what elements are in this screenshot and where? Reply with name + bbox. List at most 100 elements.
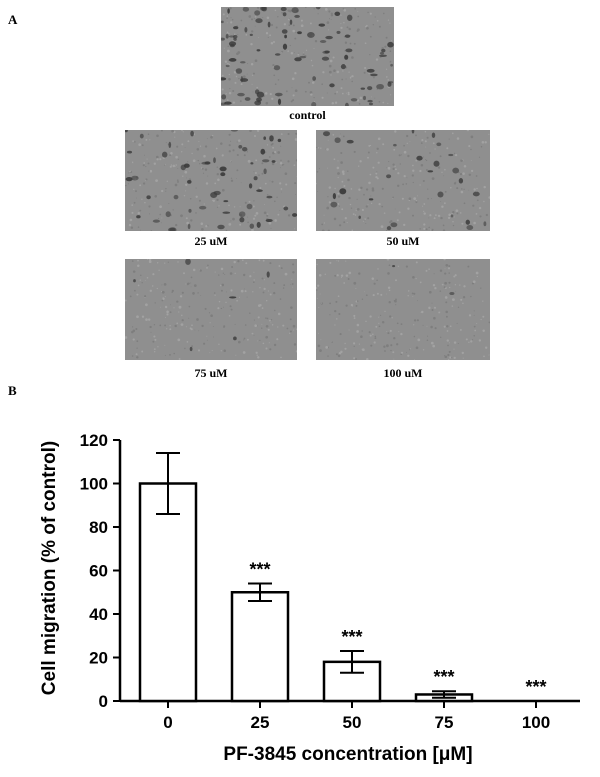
micrograph-label-75um: 75 uM: [194, 366, 228, 380]
migrated-cell: [265, 218, 273, 223]
migrated-cell: [232, 34, 238, 39]
migrated-cell: [336, 30, 341, 34]
migrated-cell: [393, 143, 397, 147]
migrated-cell: [283, 206, 289, 211]
migrated-cell: [230, 130, 238, 132]
migrated-cell: [292, 213, 297, 217]
migrated-cell: [452, 167, 460, 174]
migrated-cell: [213, 190, 221, 196]
migrated-cell: [223, 200, 229, 203]
migrated-cell: [222, 211, 231, 214]
migrated-cell: [458, 178, 464, 184]
migrated-cell: [256, 189, 263, 193]
chart-annotations: *** *** *** ***: [249, 560, 546, 697]
migrated-cell: [273, 65, 281, 71]
migrated-cell: [332, 193, 337, 200]
migrated-cell: [379, 54, 387, 58]
x-tick-label: 100: [522, 713, 550, 732]
migrated-cell: [187, 223, 191, 230]
bar: [138, 482, 198, 703]
significance-marker: ***: [433, 667, 454, 687]
migrated-cell: [436, 142, 442, 147]
migrated-cell: [345, 48, 353, 53]
migrated-cell: [437, 191, 444, 198]
migrated-cell: [266, 271, 270, 278]
x-axis-label: PF-3845 concentration [μM]: [223, 744, 472, 765]
migrated-cell: [221, 102, 227, 106]
migrated-cell: [329, 83, 335, 88]
micrograph-100um: [316, 259, 490, 360]
panel-a-letter: A: [8, 12, 18, 27]
migrated-cell: [260, 7, 267, 11]
migrated-cell: [387, 41, 394, 48]
micrograph-control-texture: [221, 7, 394, 106]
migrated-cell: [368, 198, 374, 201]
migrated-cell: [334, 137, 341, 144]
migrated-cell: [244, 27, 248, 33]
migrated-cell: [379, 51, 385, 55]
migrated-cell: [277, 98, 282, 105]
migrated-cell: [311, 101, 317, 106]
migrated-cell: [291, 7, 299, 14]
migrated-cell: [248, 183, 253, 189]
migrated-cell: [321, 56, 330, 61]
migrated-cell: [168, 141, 172, 148]
micrograph-100um-texture: [316, 259, 490, 360]
migrated-cell: [256, 221, 261, 228]
migrated-cell: [244, 97, 251, 101]
migrated-cell: [238, 211, 246, 218]
migrated-cell: [277, 138, 282, 143]
migrated-cell: [427, 170, 434, 173]
migrated-cell: [260, 148, 266, 155]
y-axis-label: Cell migration (% of control): [39, 441, 60, 695]
migrated-cell: [299, 55, 307, 59]
migrated-cell: [221, 77, 227, 81]
migrated-cell: [346, 139, 354, 144]
y-tick-label: 0: [99, 692, 108, 711]
migrated-cell: [228, 58, 237, 62]
migrated-cell: [173, 194, 179, 200]
migrated-cell: [165, 211, 171, 218]
migrated-cell: [204, 161, 211, 165]
migrated-cell: [274, 92, 283, 97]
migrated-cell: [190, 130, 194, 137]
significance-marker: ***: [525, 677, 546, 697]
migrated-cell: [152, 219, 160, 223]
migrated-cell: [323, 131, 330, 137]
migrated-cell: [221, 94, 227, 100]
significance-marker: ***: [341, 627, 362, 647]
y-tick-label: 100: [80, 475, 108, 494]
migrated-cell: [263, 168, 267, 175]
migrated-cell: [217, 224, 225, 230]
migrated-cell: [388, 81, 394, 84]
micrograph-50um-texture: [316, 130, 490, 231]
micrograph-label-control: control: [289, 108, 326, 122]
migrated-cell: [249, 33, 253, 37]
micrograph-label-50um: 50 uM: [386, 234, 420, 248]
x-tick-label: 50: [343, 713, 362, 732]
x-tick-label: 0: [163, 713, 172, 732]
migrated-cell: [350, 98, 358, 102]
migrated-cell: [315, 7, 321, 10]
migrated-cell: [360, 87, 366, 90]
migrated-cell: [324, 50, 330, 54]
migrated-cell: [256, 49, 261, 52]
migrated-cell: [189, 346, 193, 352]
migrated-cell: [242, 146, 248, 152]
migrated-cell: [219, 166, 227, 172]
migrated-cell: [237, 92, 245, 97]
migrated-cell: [266, 195, 273, 199]
migrated-cell: [253, 176, 258, 181]
migrated-cell: [221, 20, 224, 24]
migrated-cell: [307, 31, 315, 38]
migrated-cell: [411, 130, 415, 134]
migrated-cell: [229, 43, 235, 48]
micrograph-75um: [125, 259, 297, 360]
migrated-cell: [280, 7, 287, 12]
migrated-cell: [318, 23, 326, 27]
micrograph-25um: [125, 130, 297, 231]
migrated-cell: [188, 208, 192, 213]
micrograph-75um-texture: [125, 259, 297, 360]
migrated-cell: [392, 265, 396, 268]
panel-b-letter: B: [8, 383, 17, 398]
